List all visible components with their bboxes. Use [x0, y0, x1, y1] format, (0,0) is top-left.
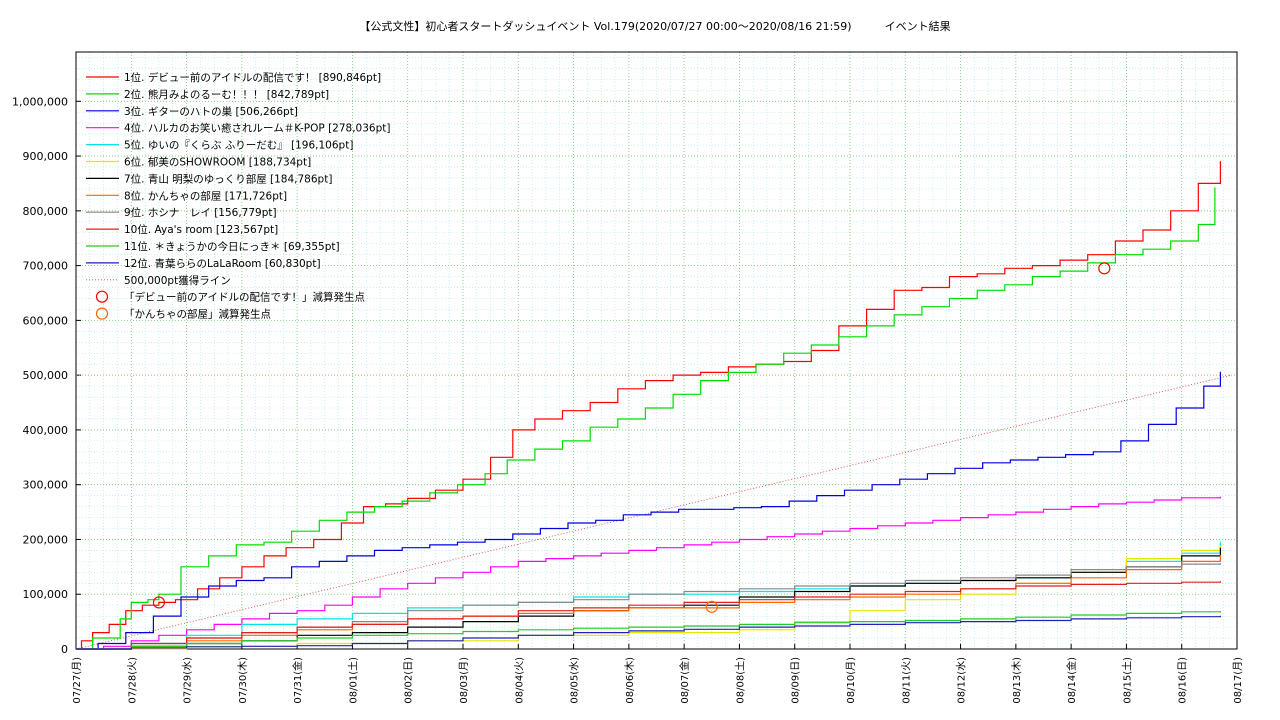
- legend-label-reference: 500,000pt獲得ライン: [124, 274, 231, 287]
- deduction-marker-1: [1098, 262, 1111, 275]
- x-tick-label: 08/03(月): [458, 657, 470, 704]
- legend: 1位. デビュー前のアイドルの配信です！ [890,846pt] 2位. 熊月みよ…: [86, 71, 390, 321]
- series-line-1: [76, 161, 1221, 650]
- legend-label-6: 6位. 郁美のSHOWROOM [188,734pt]: [124, 156, 311, 169]
- series-line-12: [76, 615, 1221, 650]
- legend-label-marker-1: 「デビュー前のアイドルの配信です！」減算発生点: [124, 291, 365, 304]
- y-tick-label: 700,000: [23, 260, 69, 273]
- plot-frame: [75, 51, 1238, 650]
- y-tick-label: 400,000: [23, 424, 69, 437]
- x-tick-label: 07/30(木): [237, 657, 249, 704]
- legend-label-11: 11位. ＊きょうかの今日にっき＊ [69,355pt]: [124, 240, 340, 253]
- x-tick-label: 08/17(月): [1232, 657, 1244, 704]
- x-tick-label: 08/06(木): [624, 657, 636, 704]
- series-line-4: [76, 496, 1221, 650]
- grid: [75, 52, 1238, 650]
- legend-label-2: 2位. 熊月みよのるーむ！！！ [842,789pt]: [124, 88, 329, 101]
- x-tick-label: 07/29(水): [182, 657, 194, 704]
- series-line-3: [76, 371, 1221, 650]
- x-tick-label: 08/10(月): [845, 657, 857, 704]
- y-tick-label: 100,000: [23, 588, 69, 601]
- legend-label-9: 9位. ホシナ レイ [156,779pt]: [124, 206, 277, 219]
- y-tick-label: 200,000: [23, 533, 69, 546]
- series-line-2: [76, 187, 1216, 650]
- legend-marker-2: [95, 307, 109, 320]
- y-axis: 0 100,000 200,000 300,000 400,000 500,000 600,…: [12, 95, 81, 656]
- series-line-8: [76, 554, 1221, 650]
- series-lines: [76, 161, 1221, 650]
- legend-label-5: 5位. ゆいの『くらぶ ふりーだむ』 [196,106pt]: [124, 139, 353, 152]
- x-tick-label: 07/27(月): [71, 657, 83, 704]
- legend-label-8: 8位. かんちゃの部屋 [171,726pt]: [124, 189, 287, 202]
- x-tick-label: 08/07(金): [678, 657, 691, 704]
- legend-label-10: 10位. Aya's room [123,567pt]: [124, 223, 278, 236]
- y-tick-label: 300,000: [23, 479, 69, 492]
- y-tick-label: 800,000: [23, 205, 69, 218]
- series-line-11: [76, 611, 1221, 650]
- chart-title: 【公式文性】初心者スタートダッシュイベント Vol.179(2020/07/27…: [359, 19, 950, 33]
- x-tick-label: 08/01(土): [346, 657, 359, 704]
- markers: [152, 262, 1111, 613]
- x-tick-label: 08/09(日): [791, 657, 802, 704]
- legend-marker-1: [95, 290, 109, 303]
- x-tick-label: 07/31(金): [291, 657, 304, 704]
- x-tick-label: 08/11(火): [900, 657, 912, 704]
- x-tick-label: 08/05(水): [569, 657, 581, 704]
- y-tick-label: 0: [61, 643, 68, 656]
- x-tick-label: 08/13(木): [1011, 657, 1023, 704]
- legend-label-12: 12位. 青葉ららのLaLaRoom [60,830pt]: [124, 257, 321, 270]
- series-line-10: [76, 581, 1221, 650]
- deduction-marker-2: [705, 600, 718, 613]
- x-tick-label: 08/16(日): [1178, 657, 1189, 704]
- legend-label-marker-2: 「かんちゃの部屋」減算発生点: [124, 308, 271, 321]
- legend-label-4: 4位. ハルカのお笑い癒されルーム＃K-POP [278,036pt]: [124, 122, 390, 135]
- y-tick-label: 1,000,000: [12, 95, 68, 108]
- deduction-marker-1: [152, 596, 166, 609]
- x-tick-label: 08/14(金): [1065, 657, 1078, 704]
- y-tick-label: 600,000: [23, 314, 69, 327]
- series-line-9: [76, 563, 1221, 650]
- legend-label-3: 3位. ギターのハトの巣 [506,266pt]: [124, 105, 298, 118]
- x-tick-label: 08/02(日): [404, 657, 415, 704]
- x-tick-label: 08/04(火): [513, 657, 525, 704]
- legend-label-1: 1位. デビュー前のアイドルの配信です！ [890,846pt]: [124, 71, 381, 84]
- x-axis: 07/27(月) 07/28(火) 07/29(水) 07/30(木) 07/31(金)…: [71, 644, 1244, 704]
- y-tick-label: 900,000: [23, 150, 69, 163]
- legend-label-7: 7位. 青山 明梨のゆっくり部屋 [184,786pt]: [124, 172, 332, 185]
- y-tick-label: 500,000: [23, 369, 69, 382]
- x-tick-label: 08/08(土): [733, 657, 746, 704]
- x-tick-label: 08/12(水): [956, 657, 968, 704]
- series-line-7: [76, 547, 1221, 650]
- x-tick-label: 08/15(土): [1120, 657, 1133, 704]
- x-tick-label: 07/28(火): [126, 657, 138, 704]
